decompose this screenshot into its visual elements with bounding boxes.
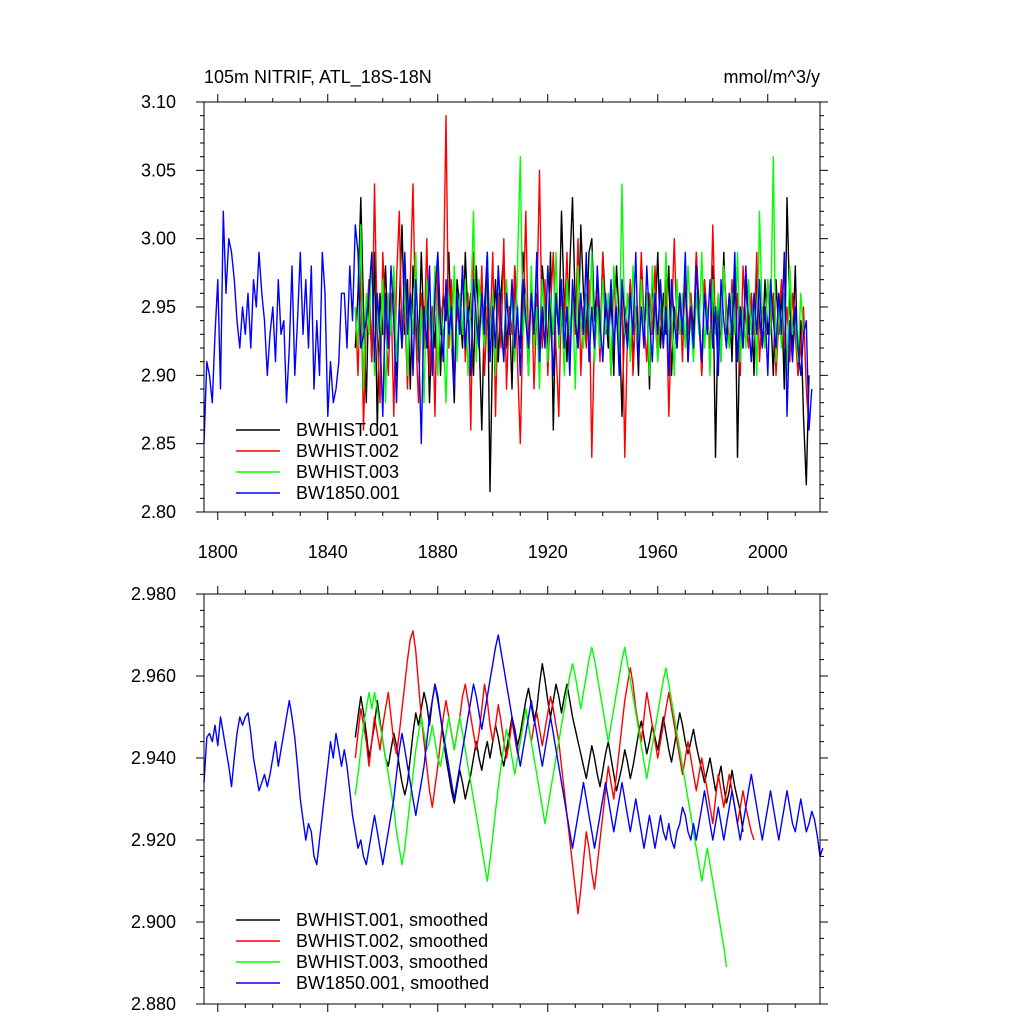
x-tick-label: 1800 [198, 542, 238, 562]
x-tick-label: 1920 [528, 542, 568, 562]
legend-label: BWHIST.001 [296, 420, 399, 440]
series-line-1-1 [354, 630, 755, 915]
legend-label: BWHIST.001, smoothed [296, 910, 488, 930]
y-tick-label: 2.880 [131, 994, 176, 1014]
legend-label: BW1850.001, smoothed [296, 973, 489, 993]
x-tick-label: 1840 [308, 542, 348, 562]
legend-label: BWHIST.003 [296, 462, 399, 482]
y-tick-label: 2.85 [141, 434, 176, 454]
legend-label: BW1850.001 [296, 483, 400, 503]
y-tick-label: 2.920 [131, 830, 176, 850]
legend-label: BWHIST.003, smoothed [296, 952, 488, 972]
y-tick-label: 2.80 [141, 502, 176, 522]
series-line-1-2 [354, 646, 728, 968]
plot-frame [203, 593, 821, 1005]
y-tick-label: 2.900 [131, 912, 176, 932]
series-line-0-1 [354, 114, 810, 458]
y-tick-label: 2.95 [141, 297, 176, 317]
y-tick-label: 2.960 [131, 666, 176, 686]
y-tick-label: 2.940 [131, 748, 176, 768]
chart-units: mmol/m^3/y [724, 67, 820, 87]
chart-title: 105m NITRIF, ATL_18S-18N [204, 67, 432, 88]
top-panel: 1800 1840 1880 1920 1960 2000 2.80 2.85 2.90 2.95… [141, 92, 828, 562]
x-tick-label: 2000 [748, 542, 788, 562]
y-tick-label: 3.10 [141, 92, 176, 112]
x-tick-label: 1880 [418, 542, 458, 562]
y-tick-label: 2.90 [141, 365, 176, 385]
bottom-panel: 2.880 2.900 2.920 2.940 2.960 2.980 BWHIST.001… [131, 584, 828, 1014]
x-tick-label: 1960 [638, 542, 678, 562]
series-line-1-0 [354, 663, 744, 832]
legend-label: BWHIST.002, smoothed [296, 931, 488, 951]
legend-label: BWHIST.002 [296, 441, 399, 461]
series-line-1-3 [203, 634, 824, 866]
y-tick-label: 3.05 [141, 160, 176, 180]
series-line-0-2 [354, 155, 805, 404]
y-tick-label: 3.00 [141, 229, 176, 249]
series-line-0-3 [203, 210, 813, 445]
y-tick-label: 2.980 [131, 584, 176, 604]
